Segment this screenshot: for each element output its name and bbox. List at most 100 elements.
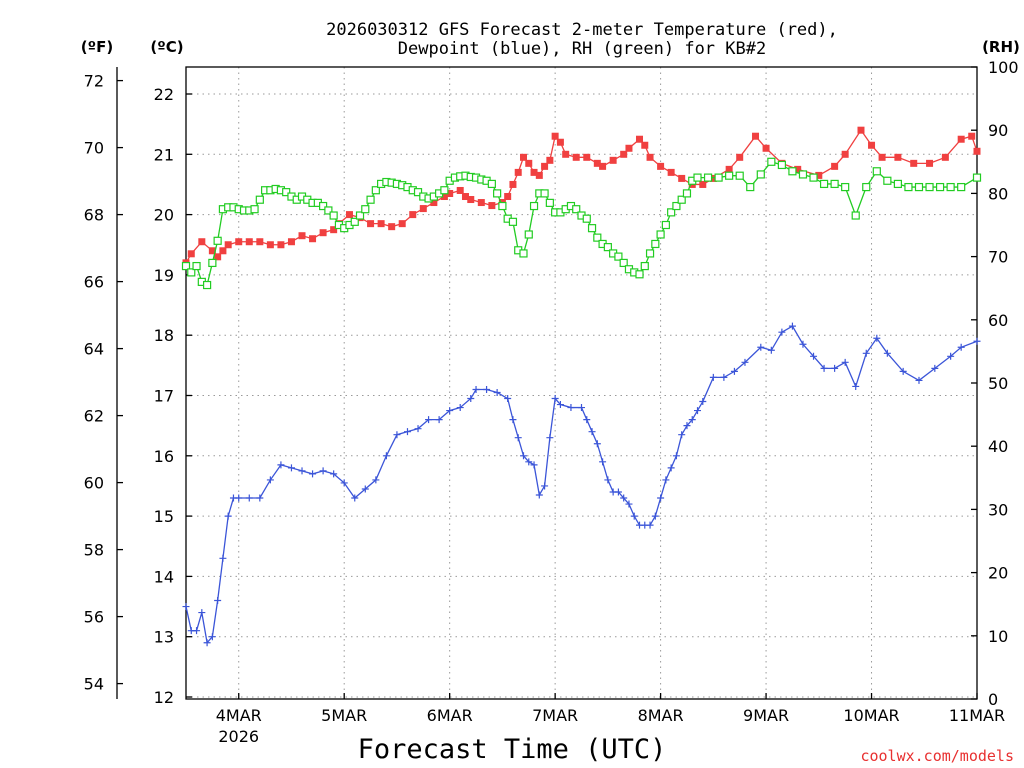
y-tick-label-c: 18	[154, 326, 174, 345]
dewpoint-point	[915, 376, 923, 384]
dewpoint-point	[757, 343, 765, 351]
temperature-point	[298, 232, 306, 240]
dewpoint-point	[203, 639, 211, 647]
plot-frame	[185, 66, 978, 700]
dewpoint-point	[425, 416, 433, 424]
y-tick-label-rh: 90	[988, 121, 1008, 140]
rh-point	[946, 182, 955, 192]
dewpoint-point	[788, 322, 796, 330]
dewpoint-point	[709, 373, 717, 381]
dewpoint-point	[372, 476, 380, 484]
y-tick-label-f: 56	[84, 608, 104, 627]
rh-line	[185, 161, 978, 287]
temperature-point	[831, 162, 839, 170]
temperature-point	[609, 156, 617, 164]
temperature-point	[245, 238, 253, 246]
dewpoint-point	[208, 633, 216, 641]
y-tick-label-f: 58	[84, 541, 104, 560]
temperature-point	[208, 247, 216, 255]
dewpoint-point	[541, 482, 549, 490]
temperature-point	[868, 141, 876, 149]
x-tick-label: 7MAR	[532, 706, 578, 725]
temperature-point	[762, 144, 770, 152]
dewpoint-point	[741, 358, 749, 366]
temperature-point	[667, 168, 675, 176]
rh-point	[725, 171, 734, 180]
dewpoint-line	[185, 325, 978, 645]
rh-point	[798, 170, 808, 179]
y-tick-label-rh: 0	[988, 690, 998, 709]
y-unit-rh: (RH)	[982, 38, 1020, 56]
temperature-point	[224, 241, 232, 249]
rh-point	[282, 188, 291, 197]
temperature-point	[256, 238, 264, 246]
rh-point	[619, 258, 628, 268]
temperature-point	[514, 168, 522, 176]
dewpoint-point	[683, 422, 691, 430]
rh-point	[366, 195, 375, 204]
rh-point	[350, 217, 359, 226]
dewpoint-point	[883, 349, 891, 357]
series-layer	[181, 126, 982, 647]
temperature-point	[287, 238, 295, 246]
rh-point	[640, 261, 649, 271]
dewpoint-point	[841, 358, 849, 366]
dewpoint-point	[862, 349, 870, 357]
temperature-point	[266, 241, 274, 249]
temperature-point	[219, 247, 227, 255]
y-unit-fahrenheit: (ºF)	[81, 38, 113, 56]
rh-point	[545, 198, 554, 207]
rh-point	[187, 268, 196, 277]
rh-point	[651, 239, 660, 249]
rh-point	[756, 170, 765, 179]
rh-point	[925, 182, 934, 192]
chart-title-line2: Dewpoint (blue), RH (green) for KB#2	[398, 39, 766, 59]
rh-point	[361, 205, 370, 214]
rh-point	[540, 189, 549, 198]
temperature-point	[214, 253, 222, 261]
rh-point	[371, 186, 380, 195]
dewpoint-point	[456, 404, 464, 412]
temperature-point	[941, 153, 949, 161]
dewpoint-point	[973, 337, 981, 345]
x-tick-label: 8MAR	[638, 706, 684, 725]
rh-point	[862, 182, 871, 192]
rh-point	[746, 182, 755, 192]
ticks-layer: 12 13 14 15 16 17 18 19 20 21 22 54 56 58 60 62 64 66 68 70…	[84, 58, 1019, 746]
rh-point	[841, 182, 850, 192]
temperature-point	[409, 211, 417, 219]
dewpoint-point	[604, 476, 612, 484]
dewpoint-point	[330, 470, 338, 478]
y-tick-label-rh: 10	[988, 627, 1008, 646]
temperature-point	[699, 180, 707, 188]
rh-point	[587, 224, 597, 233]
dewpoint-point	[730, 367, 738, 375]
y-tick-label-c: 19	[154, 266, 174, 285]
temperature-point	[530, 168, 538, 176]
temperature-point	[641, 141, 649, 149]
dewpoint-point	[245, 494, 253, 502]
dewpoint-point	[403, 428, 411, 436]
dewpoint-point	[799, 340, 807, 348]
dewpoint-point	[256, 494, 264, 502]
dewpoint-point	[931, 364, 939, 372]
dewpoint-point	[182, 603, 190, 611]
rh-point	[324, 206, 333, 215]
rh-point	[355, 211, 365, 220]
x-tick-label: 10MAR	[843, 706, 899, 725]
y-unit-celsius: (ºC)	[150, 38, 183, 56]
y-tick-label-rh: 70	[988, 248, 1008, 267]
dewpoint-point	[414, 425, 422, 433]
temperature-point	[752, 132, 760, 140]
temperature-point	[377, 220, 385, 228]
temperature-point	[957, 135, 965, 143]
dewpoint-point	[567, 404, 575, 412]
temperature-point	[572, 153, 580, 161]
y-tick-label-c: 15	[154, 507, 174, 526]
rh-point	[614, 252, 623, 261]
dewpoint-point	[351, 494, 359, 502]
dewpoint-point	[535, 491, 543, 499]
temperature-point	[551, 132, 559, 140]
dewpoint-point	[614, 488, 622, 496]
temperature-point	[815, 171, 823, 179]
